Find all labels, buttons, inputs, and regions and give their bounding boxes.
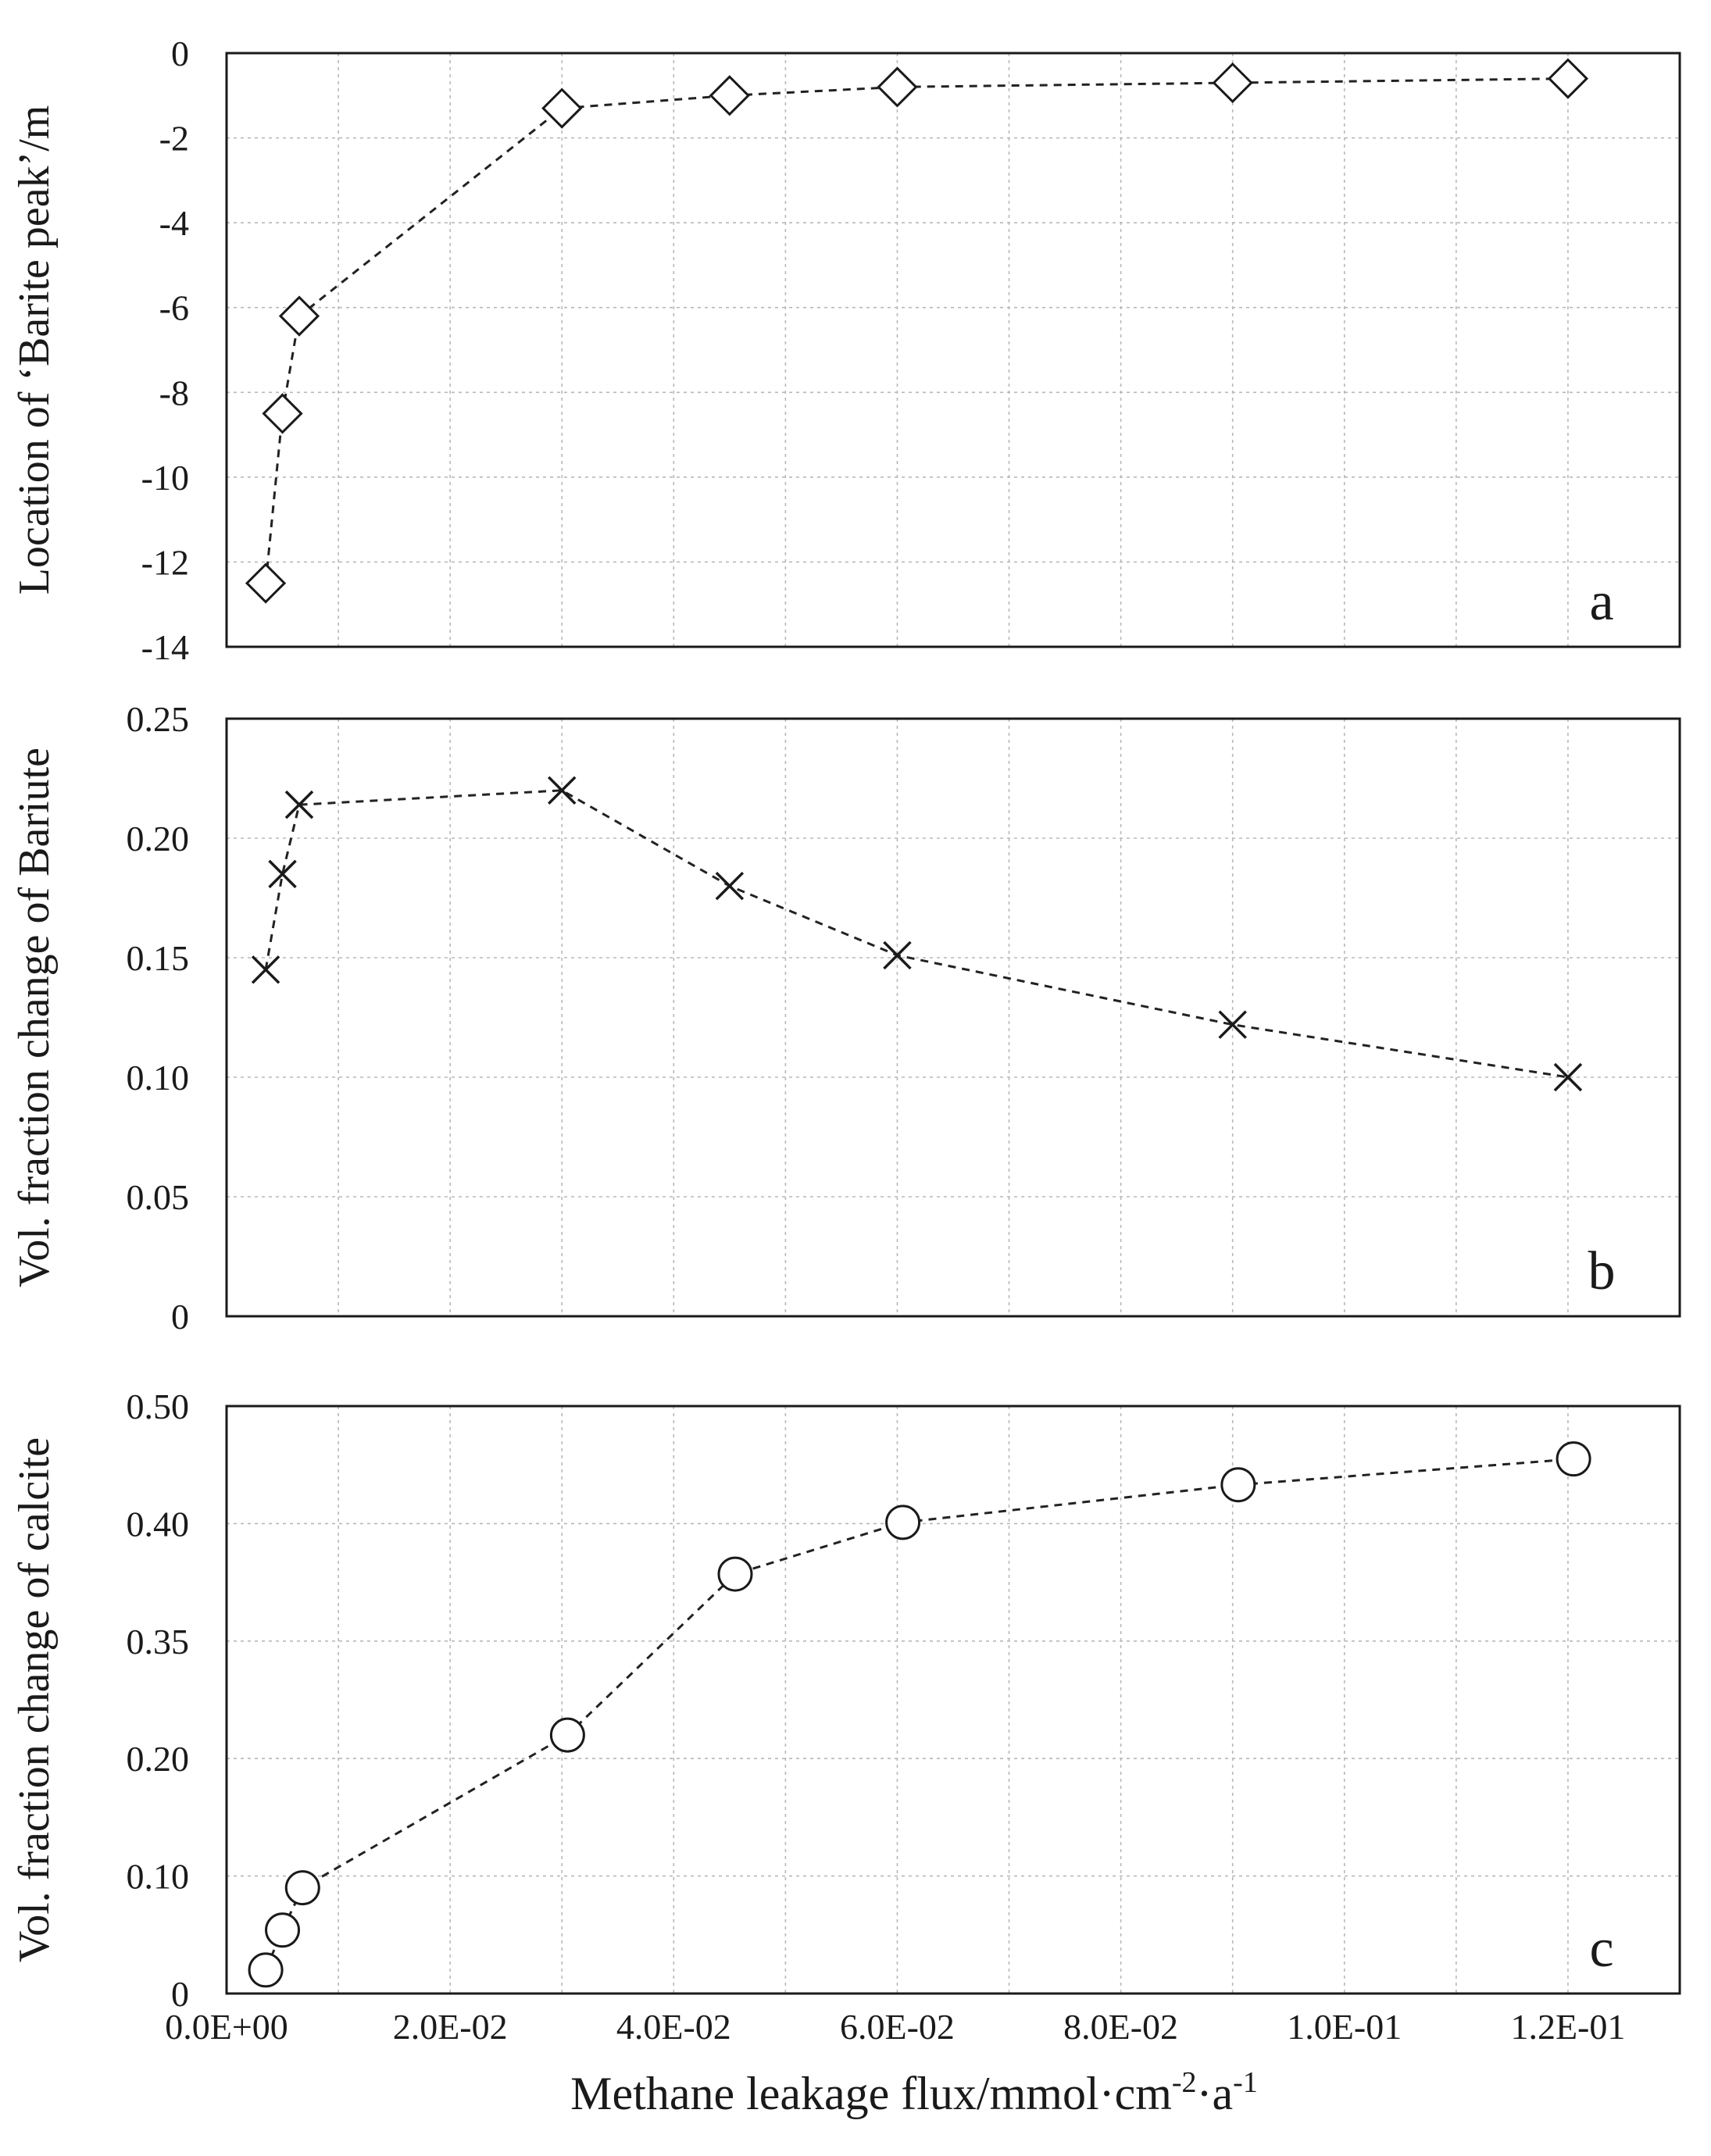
y-tick-label-b-1: 0.05 [127, 1177, 190, 1217]
markers-a [245, 58, 1589, 604]
panel-b: 0 0.05 0.10 0.15 0.20 0.25 Vol. fraction chan… [10, 699, 1681, 1337]
y-tick-label-b-3: 0.15 [127, 938, 190, 978]
data-point-b-7-stroke-2 [1553, 1062, 1583, 1092]
data-point-b-5-stroke-2 [883, 941, 912, 970]
y-tick-labels-b: 0 0.05 0.10 0.15 0.20 0.25 [127, 699, 190, 1337]
x-tick-label-3: 6.0E-02 [840, 2007, 955, 2047]
y-tick-label-c-5: 0.50 [127, 1387, 190, 1426]
panel-label-c: c [1589, 1919, 1613, 1979]
y-tick-label-c-4: 0.40 [127, 1504, 190, 1544]
panel-label-a: a [1589, 572, 1613, 632]
y-tick-label-b-4: 0.20 [127, 819, 190, 858]
data-point-b-6 [1218, 1010, 1247, 1039]
data-point-a-5 [877, 66, 918, 108]
data-point-a-1 [262, 393, 303, 434]
data-point-b-7 [1553, 1062, 1583, 1092]
x-axis-label-sup-1: -2 [1172, 2066, 1197, 2099]
y-tick-label-c-0: 0 [171, 1974, 189, 2014]
y-tick-label-c-2: 0.20 [127, 1739, 190, 1779]
data-point-a-7 [1547, 58, 1589, 99]
y-tick-label-a-5: -10 [141, 458, 189, 498]
panel-a: 0 -2 -4 -6 -8 -10 -12 -14 Location of ‘Barite p… [10, 34, 1681, 667]
grid-a [227, 53, 1680, 647]
y-tick-label-b-5: 0.25 [127, 699, 190, 739]
y-axis-label-a: Location of ‘Barite peak’/m [10, 105, 59, 595]
y-axis-label-b: Vol. fraction change of Bariute [10, 748, 59, 1287]
x-axis-label-mid: ·a [1197, 2068, 1234, 2119]
data-point-c-7 [1556, 1441, 1591, 1477]
data-point-b-5 [883, 941, 912, 970]
panel-c: 0 0.10 0.20 0.35 0.40 0.50 0.0E+00 2.0E-02 4.0E… [10, 1387, 1681, 2119]
data-point-c-5 [885, 1505, 921, 1540]
x-tick-label-1: 2.0E-02 [393, 2007, 508, 2047]
y-tick-label-a-1: -2 [159, 119, 189, 159]
data-point-b-0-stroke-2 [251, 955, 280, 984]
y-tick-label-a-6: -12 [141, 542, 189, 582]
x-tick-labels: 0.0E+00 2.0E-02 4.0E-02 6.0E-02 8.0E-02 1.0E-… [165, 2007, 1625, 2047]
panel-label-b: b [1588, 1241, 1616, 1301]
plot-frame-b [225, 717, 1681, 1318]
data-point-c-1 [265, 1912, 301, 1948]
x-axis-label: Methane leakage flux/mmol·cm-2·a-1 [570, 2066, 1258, 2119]
y-tick-label-a-3: -6 [159, 288, 189, 328]
y-tick-label-a-2: -4 [159, 203, 189, 243]
data-point-a-0 [245, 562, 287, 604]
y-tick-label-c-1: 0.10 [127, 1857, 190, 1897]
x-tick-label-0: 0.0E+00 [165, 2007, 288, 2047]
data-point-b-2-stroke-2 [284, 790, 314, 819]
data-point-c-2 [284, 1870, 320, 1906]
data-point-b-1-stroke-2 [268, 859, 297, 889]
x-axis-label-main: Methane leakage flux/mmol·cm [570, 2068, 1172, 2119]
grid-b [227, 719, 1680, 1316]
markers-c [248, 1441, 1591, 1988]
y-tick-label-c-3: 0.35 [127, 1622, 190, 1662]
data-point-b-0 [251, 955, 280, 984]
data-point-c-6 [1220, 1467, 1256, 1503]
data-point-c-0 [248, 1952, 284, 1988]
y-tick-label-a-0: 0 [171, 34, 189, 73]
x-axis-label-sup-2: -1 [1233, 2066, 1258, 2099]
y-tick-label-a-4: -8 [159, 373, 189, 412]
x-tick-label-4: 8.0E-02 [1063, 2007, 1178, 2047]
x-tick-label-6: 1.2E-01 [1510, 2007, 1625, 2047]
y-tick-label-a-7: -14 [141, 627, 189, 667]
data-point-b-3-stroke-2 [547, 776, 577, 805]
x-tick-label-2: 4.0E-02 [616, 2007, 731, 2047]
data-point-c-3 [549, 1717, 585, 1753]
data-point-b-4-stroke-2 [715, 871, 745, 901]
y-tick-labels-c: 0 0.10 0.20 0.35 0.40 0.50 [127, 1387, 190, 2014]
y-tick-labels-a: 0 -2 -4 -6 -8 -10 -12 -14 [141, 34, 189, 667]
data-point-b-4 [715, 871, 745, 901]
data-point-b-1 [268, 859, 297, 889]
x-tick-label-5: 1.0E-01 [1287, 2007, 1402, 2047]
plot-frame-a [225, 52, 1681, 648]
data-point-c-4 [717, 1556, 753, 1592]
data-point-b-6-stroke-2 [1218, 1010, 1247, 1039]
plot-frame-c [225, 1405, 1681, 1995]
data-point-a-2 [278, 295, 320, 337]
data-point-b-3 [547, 776, 577, 805]
y-axis-label-c: Vol. fraction change of calcite [10, 1437, 59, 1962]
y-tick-label-b-0: 0 [171, 1297, 189, 1337]
y-tick-label-b-2: 0.10 [127, 1058, 190, 1098]
data-point-a-6 [1212, 62, 1253, 104]
data-point-a-3 [541, 87, 583, 129]
data-point-b-2 [284, 790, 314, 819]
series-line-c [264, 1458, 1574, 1971]
series-line-a [264, 77, 1568, 584]
series-line-b [264, 789, 1569, 1079]
data-point-a-4 [709, 75, 750, 116]
markers-b [251, 776, 1583, 1092]
grid-c [227, 1406, 1680, 1994]
